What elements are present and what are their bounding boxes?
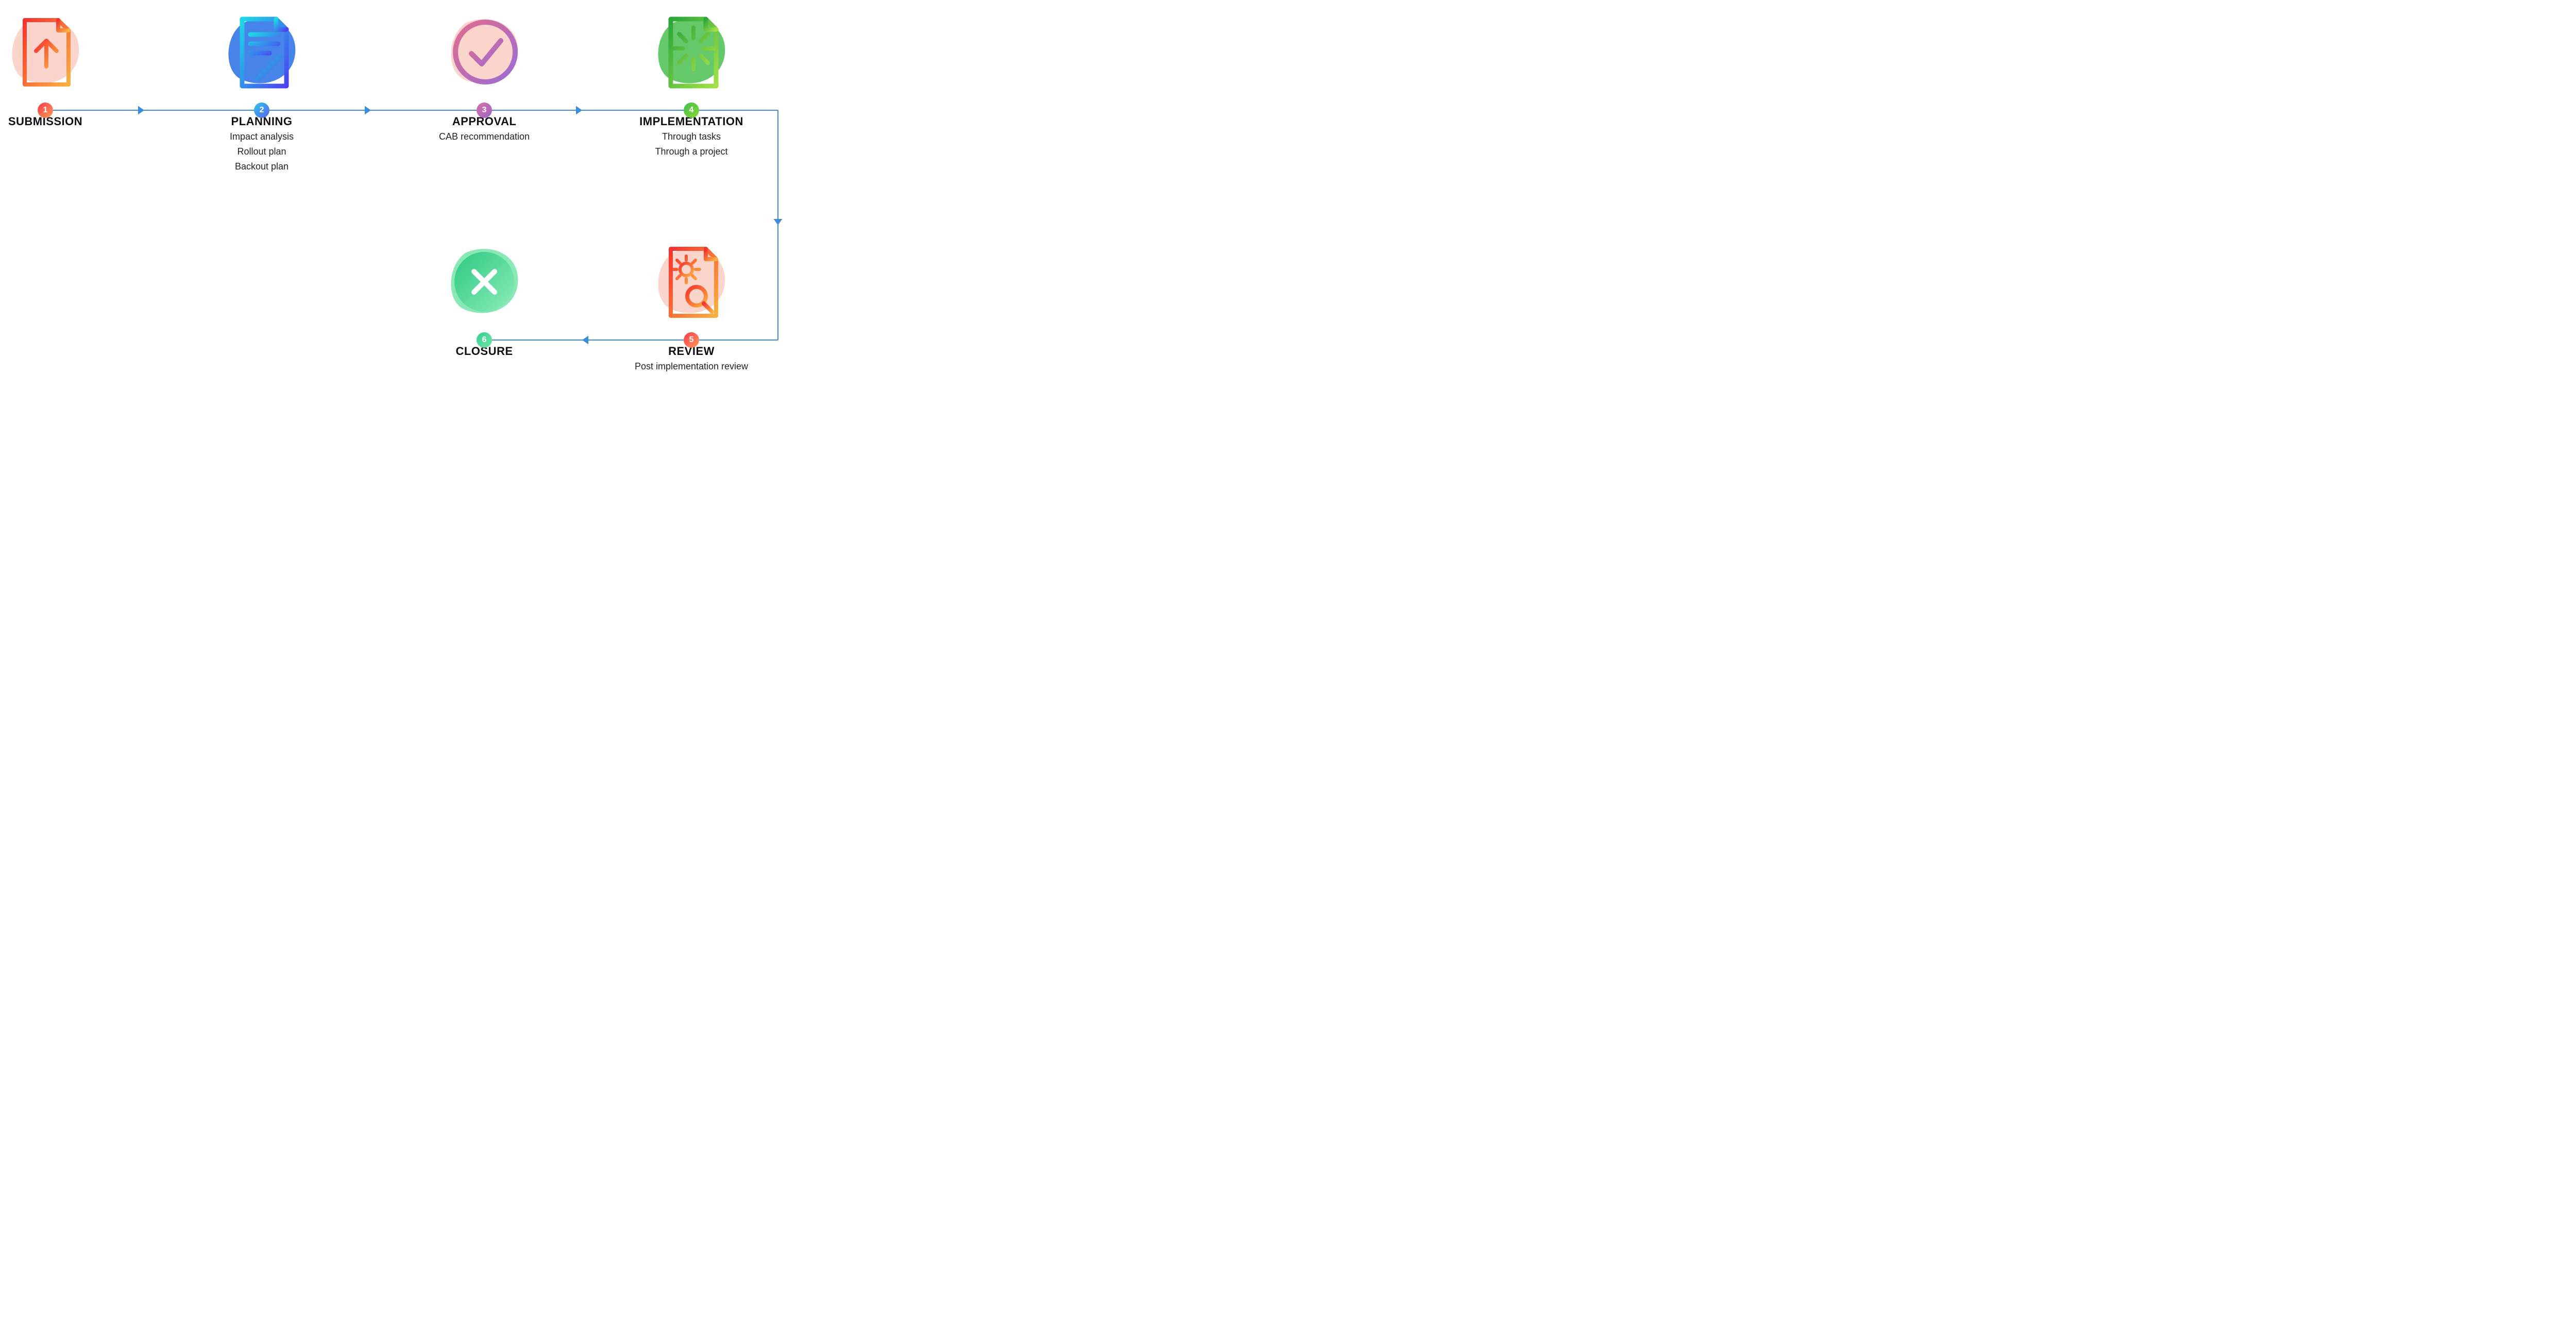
stage-subtext: Rollout plan	[195, 145, 329, 158]
stage-badge-5: 5	[684, 332, 699, 348]
stage-subtext: Impact analysis	[195, 130, 329, 143]
stage-subtext: Backout plan	[195, 160, 329, 173]
deploy-doc-icon	[650, 10, 733, 92]
stage-badge-6: 6	[477, 332, 492, 348]
badge-number: 5	[689, 335, 694, 345]
gear-search-doc-icon	[650, 240, 733, 322]
badge-number: 4	[689, 106, 694, 115]
close-circle-icon	[443, 240, 526, 322]
stage-submission: SUBMISSION	[0, 10, 112, 128]
badge-number: 1	[43, 106, 48, 115]
stage-subtext: Post implementation review	[624, 360, 758, 373]
stage-review: REVIEWPost implementation review	[624, 240, 758, 373]
stage-subtext: Through a project	[624, 145, 758, 158]
badge-number: 3	[482, 106, 487, 115]
badge-number: 6	[482, 335, 487, 345]
stage-badge-1: 1	[38, 103, 53, 118]
stage-subtext: CAB recommendation	[417, 130, 551, 143]
stage-badge-3: 3	[477, 103, 492, 118]
stage-title: SUBMISSION	[0, 115, 112, 128]
check-circle-icon	[443, 10, 526, 92]
plan-doc-icon	[221, 10, 303, 92]
stage-badge-2: 2	[254, 103, 269, 118]
stage-implementation: IMPLEMENTATIONThrough tasksThrough a pro…	[624, 10, 758, 158]
stage-subtext: Through tasks	[624, 130, 758, 143]
badge-number: 2	[260, 106, 264, 115]
stage-approval: APPROVALCAB recommendation	[417, 10, 551, 143]
stage-badge-4: 4	[684, 103, 699, 118]
stage-planning: PLANNINGImpact analysisRollout planBacko…	[195, 10, 329, 174]
upload-doc-icon	[4, 10, 87, 92]
